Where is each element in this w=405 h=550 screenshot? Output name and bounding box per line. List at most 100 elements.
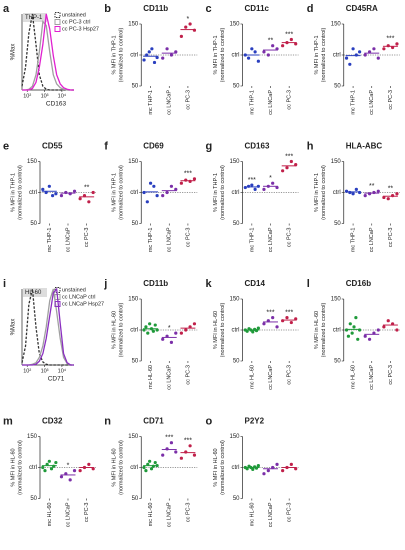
histogram-curve (22, 20, 74, 91)
x-tick-label: mc THP-1 (148, 90, 154, 115)
y-tick-label: 150 (331, 22, 342, 28)
x-tick-label: cc PC-3 (287, 503, 293, 523)
data-point (51, 194, 55, 198)
data-point (41, 465, 45, 470)
data-point (59, 475, 64, 479)
data-point (285, 166, 289, 170)
data-point (91, 190, 95, 195)
data-point (289, 37, 293, 42)
data-point (376, 189, 380, 193)
y-tick-label: ctrl (333, 328, 341, 334)
x-tick-label: cc LNCaP (268, 90, 274, 115)
data-point (358, 50, 362, 54)
significance: * (187, 16, 190, 23)
data-point (192, 453, 197, 457)
x-axis-label: CD163 (46, 101, 67, 108)
y-axis-label: % MFI in HL-60 (314, 311, 320, 349)
data-point (152, 184, 156, 188)
data-point (153, 460, 157, 465)
y-tick-label: 50 (233, 221, 240, 227)
x-tick-label: cc LNCaP (167, 365, 173, 390)
data-point (266, 469, 270, 473)
significance: * (168, 325, 171, 332)
data-point (352, 325, 356, 329)
data-point (148, 459, 152, 463)
panel-letter: h (307, 140, 314, 152)
x-axis-label: CD71 (48, 376, 65, 383)
y-tick-label: 50 (30, 496, 37, 502)
x-tick-label: cc PC-3 (287, 228, 293, 248)
panel-letter: f (104, 140, 108, 152)
x-tick-label: cc LNCaP (369, 90, 375, 115)
data-point (179, 34, 183, 39)
data-point (165, 47, 169, 51)
data-point (142, 465, 146, 470)
y-axis-label: (normalized to control) (321, 165, 327, 220)
panel-letter: c (206, 3, 212, 15)
x-tick-label: mc HL-60 (249, 503, 255, 527)
data-point (351, 192, 355, 196)
x-tick-label: cc PC-3 (84, 503, 90, 523)
data-point (289, 462, 293, 466)
significance: *** (165, 435, 173, 442)
x-tick-label: mc THP-1 (47, 228, 53, 253)
data-point (376, 328, 380, 332)
significance: *** (184, 438, 192, 445)
y-tick-label: 50 (334, 84, 341, 90)
data-point (179, 331, 183, 335)
data-point (253, 187, 257, 191)
significance: ** (369, 183, 375, 190)
data-point (188, 444, 192, 448)
data-point (363, 53, 367, 57)
y-axis-label: % MFI in THP-1 (314, 35, 320, 74)
x-tick-label: cc LNCaP (268, 227, 274, 252)
significance: * (269, 175, 272, 182)
x-tick-label: cc PC-3 (185, 503, 191, 523)
x-tick-label: mc THP-1 (148, 228, 154, 253)
data-point (250, 183, 254, 187)
legend-swatch (54, 26, 61, 32)
x-tick-label: cc LNCaP (65, 502, 71, 527)
y-axis-label: % MFI in THP-1 (112, 173, 118, 212)
title-box (23, 13, 47, 22)
significance: *** (285, 309, 293, 316)
x-tick-label: cc PC-3 (185, 365, 191, 385)
y-axis-label: (normalized to control) (220, 440, 226, 495)
y-axis-label: %Max (11, 319, 17, 336)
data-point (367, 337, 372, 341)
data-point (161, 56, 165, 60)
x-tick-label: cc LNCaP (167, 502, 173, 527)
x-tick-label: cc LNCaP (65, 227, 71, 252)
x-tick-label: mc HL-60 (148, 503, 154, 527)
y-tick-label: 150 (27, 159, 38, 165)
data-point (271, 44, 275, 48)
legend-swatch (54, 301, 61, 307)
data-point (87, 200, 91, 204)
data-point (41, 187, 45, 191)
data-point (281, 169, 285, 173)
x-tick-label: 10⁴ (58, 367, 67, 374)
data-point (271, 181, 275, 185)
x-tick-label: cc LNCaP (369, 365, 375, 390)
data-point (161, 337, 165, 341)
x-tick-label: 10² (23, 93, 31, 99)
data-point (348, 322, 352, 326)
data-point (350, 331, 354, 335)
y-tick-label: ctrl (130, 53, 138, 59)
panel-letter: l (307, 278, 310, 290)
y-axis-label: (normalized to control) (17, 165, 23, 220)
data-point (174, 331, 178, 335)
data-point (151, 329, 155, 333)
data-point (289, 320, 293, 325)
y-axis-label: % MFI in HL-60 (213, 311, 219, 349)
y-tick-label: ctrl (333, 190, 341, 196)
data-point (146, 331, 150, 335)
legend-swatch (54, 19, 61, 25)
data-point (246, 56, 251, 60)
data-point (161, 194, 165, 198)
y-axis-label: (normalized to control) (119, 440, 125, 495)
y-axis-label: % MFI in THP-1 (213, 173, 219, 212)
data-point (356, 337, 360, 341)
legend-label: cc LNCaP Hsp27 (62, 301, 104, 307)
x-tick-label: cc LNCaP (167, 227, 173, 252)
